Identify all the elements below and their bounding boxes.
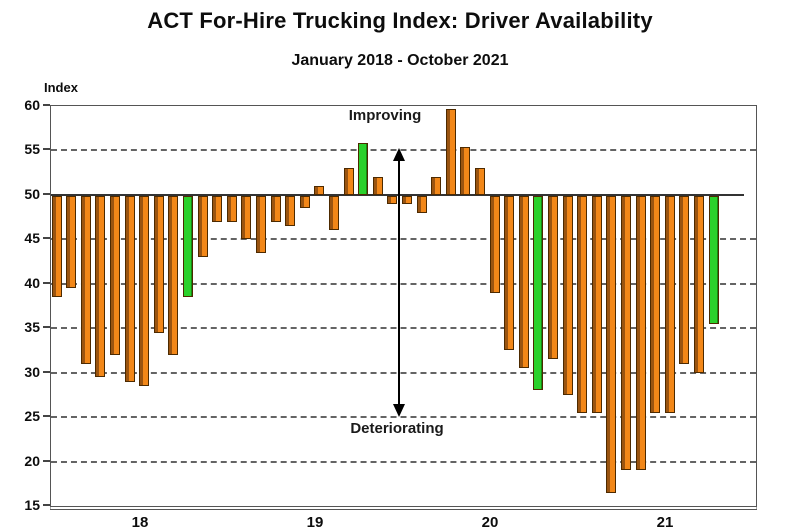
bar-Nov-20: [547, 195, 558, 360]
bar-Aug-21: [679, 195, 690, 364]
y-tick-mark: [43, 104, 50, 106]
bar-Jan-20: [401, 195, 412, 204]
bar-Jun-19: [299, 195, 310, 209]
bar-Apr-19: [270, 195, 281, 222]
bar-Nov-18: [197, 195, 208, 258]
arrow-down-icon: [393, 404, 405, 417]
bar-Oct-21: [708, 195, 719, 324]
bar-Jun-21: [650, 195, 661, 413]
bar-Mar-21: [606, 195, 617, 493]
y-tick-mark: [43, 326, 50, 329]
trend-arrow-line: [398, 160, 400, 404]
baseline-50: [51, 193, 744, 196]
chart-subtitle: January 2018 - October 2021: [291, 52, 509, 69]
bar-Oct-18: [182, 195, 193, 298]
improving-annotation: Improving: [348, 107, 422, 124]
bar-Aug-19: [328, 195, 339, 231]
bar-Jun-18: [124, 195, 135, 382]
bar-Aug-20: [504, 195, 515, 351]
bar-Sep-20: [518, 195, 529, 369]
y-tick-mark: [43, 192, 50, 195]
y-tick-label: 40: [24, 274, 40, 291]
bar-Apr-21: [620, 195, 631, 471]
bar-Nov-19: [372, 177, 383, 195]
y-tick-label: 45: [24, 230, 40, 247]
bar-Oct-19: [358, 143, 369, 195]
bar-Sep-21: [693, 195, 704, 373]
y-tick-mark: [43, 459, 50, 462]
y-tick-mark: [43, 370, 50, 373]
y-tick-mark: [43, 415, 50, 418]
bar-Aug-18: [153, 195, 164, 333]
bar-Jul-21: [664, 195, 675, 413]
bar-Sep-19: [343, 168, 354, 195]
bar-May-21: [635, 195, 646, 471]
y-tick-mark: [43, 148, 50, 151]
x-tick-label-21: 21: [656, 514, 674, 531]
y-tick-label: 60: [24, 97, 40, 113]
bar-Dec-18: [212, 195, 223, 222]
gridline: [51, 238, 756, 241]
bar-Jan-21: [577, 195, 588, 413]
y-tick-label: 50: [24, 185, 40, 202]
plot-area: [50, 105, 757, 510]
y-tick-mark: [43, 504, 50, 506]
y-tick-mark: [43, 237, 50, 240]
y-tick-mark: [43, 281, 50, 284]
bar-Apr-20: [445, 108, 456, 195]
y-tick-label: 30: [24, 363, 40, 380]
bar-Feb-18: [66, 195, 77, 289]
bar-Sep-18: [168, 195, 179, 355]
bar-Dec-20: [562, 195, 573, 395]
y-tick-label: 15: [24, 497, 40, 513]
y-axis-label: Index: [44, 80, 78, 95]
y-tick-label: 35: [24, 319, 40, 336]
bar-Apr-18: [95, 195, 106, 378]
bar-Mar-19: [255, 195, 266, 253]
bar-Jul-18: [139, 195, 150, 386]
bar-Feb-21: [591, 195, 602, 413]
bar-May-20: [460, 146, 471, 195]
bar-Jul-20: [489, 195, 500, 293]
bar-Jun-20: [474, 168, 485, 195]
y-tick-label: 55: [24, 141, 40, 158]
bar-Feb-20: [416, 195, 427, 213]
y-tick-label: 20: [24, 452, 40, 469]
gridline: [51, 327, 756, 330]
bar-May-18: [109, 195, 120, 355]
bar-Feb-19: [241, 195, 252, 240]
bar-Jul-19: [314, 186, 325, 195]
bar-Mar-20: [431, 177, 442, 195]
gridline: [51, 460, 756, 463]
bar-Jan-19: [226, 195, 237, 222]
chart-title: ACT For-Hire Trucking Index: Driver Avai…: [147, 8, 653, 33]
x-tick-label-19: 19: [306, 514, 324, 531]
bar-Mar-18: [80, 195, 91, 364]
gridline: [51, 371, 756, 374]
gridline: [51, 282, 756, 285]
bar-May-19: [285, 195, 296, 226]
x-tick-label-18: 18: [131, 514, 149, 531]
x-tick-label-20: 20: [481, 514, 499, 531]
bar-Oct-20: [533, 195, 544, 391]
deteriorating-annotation: Deteriorating: [350, 420, 444, 437]
y-tick-label: 25: [24, 408, 40, 425]
bar-Jan-18: [51, 195, 62, 298]
arrow-up-icon: [393, 148, 405, 161]
gridline: [51, 416, 756, 419]
bar-Dec-19: [387, 195, 398, 204]
